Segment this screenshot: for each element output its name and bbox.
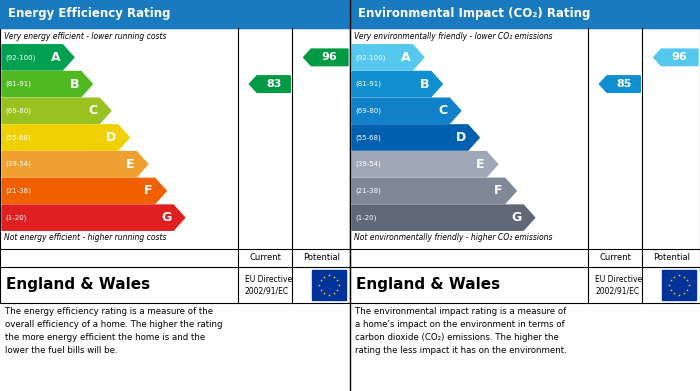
Text: E: E	[126, 158, 134, 171]
Text: F: F	[494, 185, 503, 197]
Bar	[350, 0, 700, 28]
Text: EU Directive
2002/91/EC: EU Directive 2002/91/EC	[595, 274, 642, 295]
Polygon shape	[2, 98, 111, 124]
Text: 96: 96	[672, 52, 687, 62]
Text: Potential: Potential	[652, 253, 690, 262]
Text: 83: 83	[266, 79, 281, 89]
Polygon shape	[352, 125, 480, 150]
Text: (92-100): (92-100)	[5, 54, 36, 61]
Text: Environmental Impact (CO₂) Rating: Environmental Impact (CO₂) Rating	[358, 7, 590, 20]
Text: C: C	[88, 104, 97, 117]
Polygon shape	[352, 178, 516, 204]
Polygon shape	[2, 152, 148, 177]
Text: England & Wales: England & Wales	[6, 278, 150, 292]
Polygon shape	[2, 125, 130, 150]
Text: (69-80): (69-80)	[355, 108, 381, 114]
Text: (55-68): (55-68)	[355, 134, 381, 141]
Text: England & Wales: England & Wales	[356, 278, 500, 292]
Polygon shape	[352, 152, 498, 177]
Text: Energy Efficiency Rating: Energy Efficiency Rating	[8, 7, 171, 20]
Bar	[312, 270, 346, 300]
Text: (55-68): (55-68)	[5, 134, 31, 141]
Bar	[0, 28, 350, 303]
Text: F: F	[144, 185, 153, 197]
Bar	[662, 270, 696, 300]
Polygon shape	[2, 205, 185, 230]
Text: Current: Current	[599, 253, 631, 262]
Text: (1-20): (1-20)	[5, 214, 27, 221]
Text: Not environmentally friendly - higher CO₂ emissions: Not environmentally friendly - higher CO…	[354, 233, 552, 242]
Polygon shape	[352, 72, 442, 97]
Text: 96: 96	[322, 52, 337, 62]
Text: D: D	[456, 131, 466, 144]
Text: (1-20): (1-20)	[355, 214, 377, 221]
Polygon shape	[654, 49, 698, 66]
Polygon shape	[2, 72, 92, 97]
Polygon shape	[304, 49, 348, 66]
Text: G: G	[161, 211, 172, 224]
Text: (39-54): (39-54)	[5, 161, 31, 167]
Text: The energy efficiency rating is a measure of the
overall efficiency of a home. T: The energy efficiency rating is a measur…	[5, 307, 223, 355]
Text: Current: Current	[249, 253, 281, 262]
Text: Very energy efficient - lower running costs: Very energy efficient - lower running co…	[4, 32, 167, 41]
Text: B: B	[419, 77, 429, 91]
Text: EU Directive
2002/91/EC: EU Directive 2002/91/EC	[245, 274, 292, 295]
Text: (21-38): (21-38)	[355, 188, 381, 194]
Polygon shape	[352, 98, 461, 124]
Polygon shape	[2, 45, 74, 70]
Bar	[350, 28, 700, 303]
Text: A: A	[401, 51, 410, 64]
Polygon shape	[352, 205, 535, 230]
Text: Not energy efficient - higher running costs: Not energy efficient - higher running co…	[4, 233, 167, 242]
Text: E: E	[476, 158, 484, 171]
Text: (21-38): (21-38)	[5, 188, 31, 194]
Text: Potential: Potential	[302, 253, 340, 262]
Text: Very environmentally friendly - lower CO₂ emissions: Very environmentally friendly - lower CO…	[354, 32, 552, 41]
Polygon shape	[352, 45, 424, 70]
Text: (81-91): (81-91)	[5, 81, 31, 87]
Text: (39-54): (39-54)	[355, 161, 381, 167]
Bar	[0, 0, 350, 28]
Polygon shape	[2, 178, 166, 204]
Text: D: D	[106, 131, 116, 144]
Text: G: G	[511, 211, 522, 224]
Text: The environmental impact rating is a measure of
a home's impact on the environme: The environmental impact rating is a mea…	[355, 307, 567, 355]
Text: 85: 85	[616, 79, 631, 89]
Polygon shape	[599, 76, 640, 92]
Text: (81-91): (81-91)	[355, 81, 381, 87]
Polygon shape	[249, 76, 290, 92]
Text: C: C	[438, 104, 447, 117]
Text: A: A	[51, 51, 60, 64]
Text: B: B	[69, 77, 79, 91]
Text: (69-80): (69-80)	[5, 108, 31, 114]
Text: (92-100): (92-100)	[355, 54, 386, 61]
